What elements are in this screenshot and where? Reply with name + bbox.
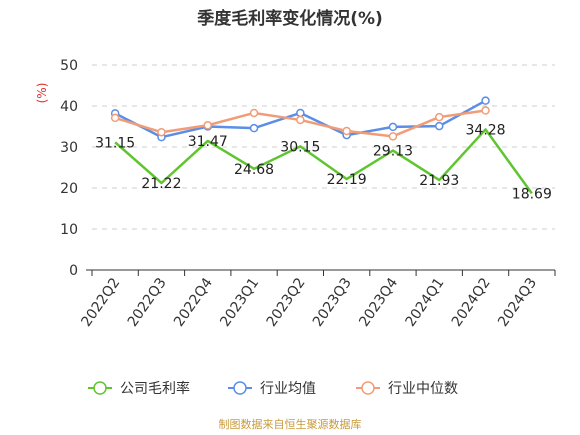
series-point-2 <box>110 113 120 123</box>
legend[interactable]: 公司毛利率 行业均值 行业中位数 <box>88 380 458 397</box>
legend-label: 公司毛利率 <box>120 380 190 397</box>
legend-marker-icon <box>93 381 107 395</box>
source-note: 制图数据来自恒生聚源数据库 <box>219 417 362 431</box>
y-tick-label: 30 <box>60 140 78 156</box>
y-tick-label: 50 <box>60 58 78 74</box>
chart-title: 季度毛利率变化情况(%) <box>197 8 383 29</box>
y-axis-unit: (%) <box>35 83 49 104</box>
x-tick-label: 2023Q1 <box>217 275 262 330</box>
data-label: 22.19 <box>327 172 367 188</box>
series-point-1 <box>249 123 259 133</box>
legend-item-0[interactable]: 公司毛利率 <box>88 380 190 397</box>
x-tick-label: 2023Q2 <box>264 275 309 330</box>
x-tick-label: 2022Q4 <box>171 275 216 330</box>
series-point-2 <box>342 126 351 136</box>
y-tick-label: 40 <box>60 99 78 115</box>
data-label: 21.93 <box>419 173 459 189</box>
data-label: 24.68 <box>234 162 274 178</box>
x-tick-label: 2023Q4 <box>356 275 401 330</box>
x-tick-label: 2024Q2 <box>449 275 494 330</box>
series-point-2 <box>296 115 305 125</box>
y-tick-label: 0 <box>69 263 78 279</box>
legend-label: 行业均值 <box>260 381 316 397</box>
x-tick-label: 2023Q3 <box>310 275 355 330</box>
series-point-2 <box>481 106 490 115</box>
legend-marker-icon <box>233 381 247 395</box>
legend-label: 行业中位数 <box>388 381 458 397</box>
series-point-1 <box>481 96 490 105</box>
series-line-0 <box>114 128 533 195</box>
data-label: 21.22 <box>141 176 181 192</box>
x-tick-label: 2022Q2 <box>78 275 123 330</box>
legend-item-1[interactable]: 行业均值 <box>228 381 316 397</box>
series-point-2 <box>388 132 398 141</box>
series-point-2 <box>435 112 444 122</box>
data-label: 31.15 <box>95 135 135 151</box>
y-tick-label: 20 <box>60 181 78 197</box>
series-lines <box>110 96 533 195</box>
series-point-2 <box>249 108 259 118</box>
legend-item-2[interactable]: 行业中位数 <box>356 381 458 397</box>
series-point-2 <box>203 121 212 130</box>
series-point-1 <box>388 122 398 132</box>
data-label: 29.13 <box>373 144 413 160</box>
x-tick-label: 2022Q3 <box>125 275 170 330</box>
x-tick-label: 2024Q1 <box>403 275 448 330</box>
series-point-2 <box>157 127 166 137</box>
data-label: 31.47 <box>188 134 228 150</box>
data-label: 34.28 <box>466 122 506 138</box>
data-labels: 31.15 21.22 31.47 24.68 30.15 22.19 29.13 21.93… <box>95 122 552 202</box>
data-label: 18.69 <box>512 186 552 202</box>
series-point-1 <box>435 121 444 131</box>
series-point-1 <box>296 108 305 118</box>
x-tick-label: 2024Q3 <box>495 275 540 330</box>
data-label: 30.15 <box>280 139 320 155</box>
y-tick-label: 10 <box>60 222 78 238</box>
grid <box>92 64 555 230</box>
legend-marker-icon <box>361 381 375 395</box>
